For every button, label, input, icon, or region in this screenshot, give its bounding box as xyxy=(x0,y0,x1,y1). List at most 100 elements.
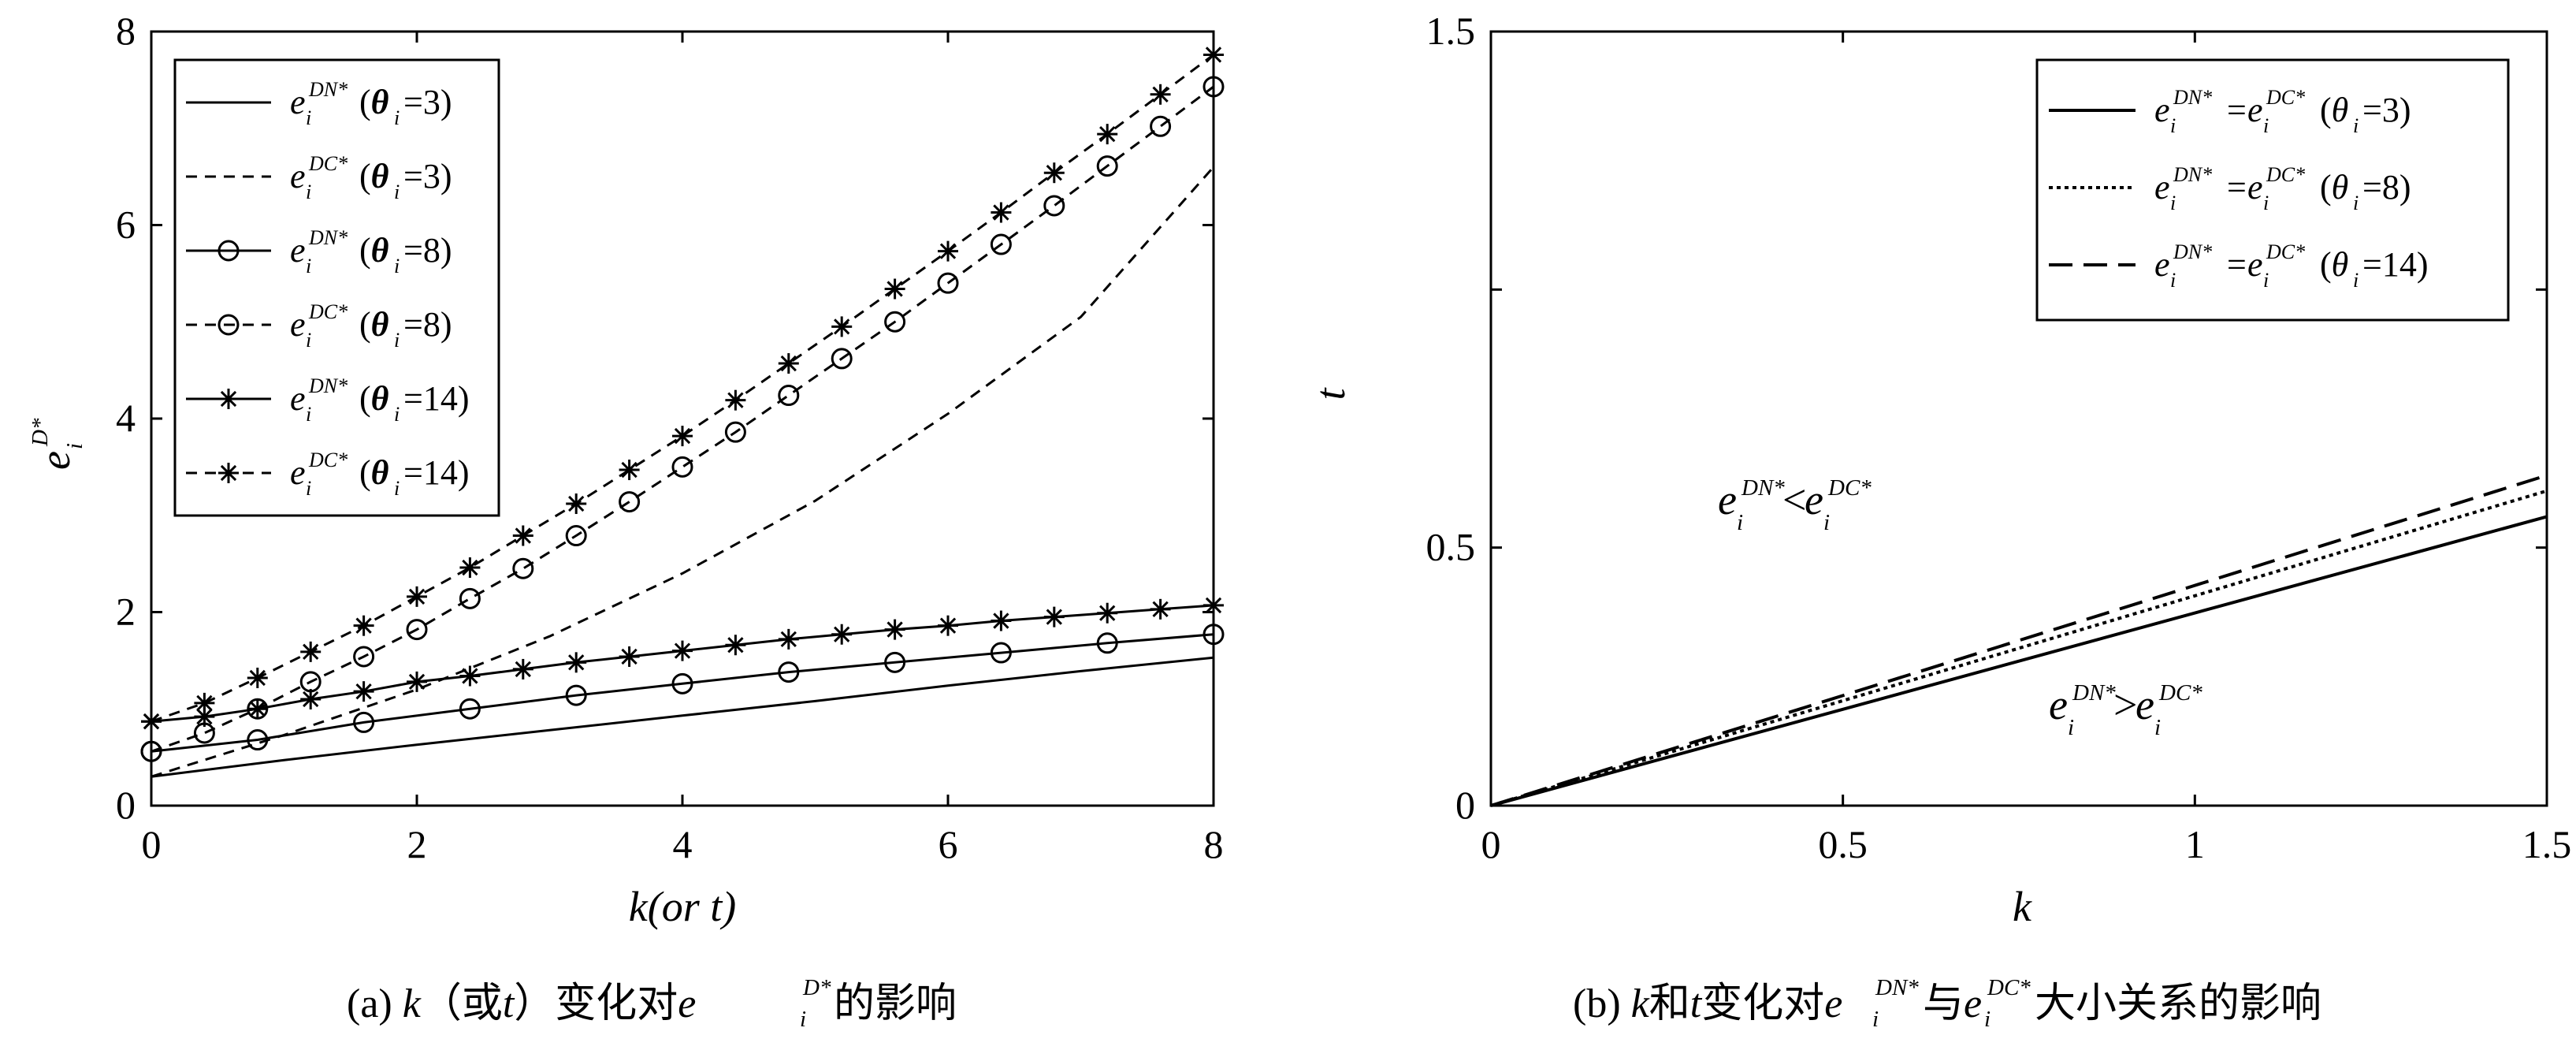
svg-text:(a) k（或t）变化对e: (a) k（或t）变化对e xyxy=(347,981,696,1026)
data-point-star xyxy=(619,646,640,667)
data-point-star xyxy=(1203,594,1224,616)
y-axis-label-a: e i D* xyxy=(28,418,87,470)
svg-text:(θ: (θ xyxy=(359,157,389,195)
svg-text:DC*: DC* xyxy=(308,449,348,471)
data-point-circle xyxy=(406,619,428,641)
series-line-6 xyxy=(151,54,1214,723)
legend-item: e iDC* (θ i =8) xyxy=(186,300,452,352)
region-label-upper: e i DN* < e i DC* xyxy=(1718,475,1872,535)
svg-text:DC*: DC* xyxy=(2266,240,2305,263)
svg-text:<: < xyxy=(1782,476,1806,523)
y-tick-label: 8 xyxy=(116,9,136,53)
svg-text:e: e xyxy=(290,453,306,492)
svg-text:i: i xyxy=(2353,269,2359,292)
data-point-circle xyxy=(1150,115,1172,137)
data-point-star xyxy=(300,641,322,662)
svg-text:i: i xyxy=(1737,510,1743,535)
svg-text:DC*: DC* xyxy=(308,152,348,175)
data-point-star xyxy=(884,619,905,640)
data-point-star xyxy=(247,698,268,720)
data-point-star xyxy=(407,586,427,607)
region-label-lower: e i DN* > e i DC* xyxy=(2049,680,2202,740)
data-point-star xyxy=(566,652,587,673)
data-point-circle xyxy=(778,385,800,407)
data-point-star xyxy=(566,493,587,515)
svg-text:DC*: DC* xyxy=(2266,163,2305,186)
data-point-circle xyxy=(884,651,906,673)
svg-text:i: i xyxy=(62,443,87,449)
svg-text:i: i xyxy=(306,181,311,203)
svg-text:DN*: DN* xyxy=(1741,475,1785,501)
svg-text:i: i xyxy=(2170,269,2176,292)
svg-text:DC*: DC* xyxy=(2266,86,2305,109)
svg-text:e: e xyxy=(290,83,306,121)
data-point-circle xyxy=(247,729,269,751)
data-point-circle xyxy=(512,557,534,579)
data-point-star xyxy=(1097,602,1118,624)
svg-text:e: e xyxy=(290,231,306,270)
data-point-star xyxy=(938,240,958,262)
y-tick-label: 4 xyxy=(116,396,136,440)
svg-text:=: = xyxy=(2227,245,2247,284)
svg-text:(θ: (θ xyxy=(2320,91,2348,129)
svg-text:e: e xyxy=(32,451,79,470)
x-tick-label: 1.5 xyxy=(2522,822,2572,866)
data-point-star xyxy=(1043,606,1065,627)
svg-text:(θ: (θ xyxy=(2320,245,2348,284)
svg-text:大小关系的影响: 大小关系的影响 xyxy=(2035,981,2321,1026)
svg-text:与e: 与e xyxy=(1923,981,1982,1026)
svg-text:i: i xyxy=(2263,269,2269,292)
data-point-star xyxy=(512,658,533,680)
svg-text:e: e xyxy=(2247,245,2263,284)
svg-text:(θ: (θ xyxy=(359,305,389,344)
svg-text:DN*: DN* xyxy=(2173,163,2212,186)
data-point-circle xyxy=(1203,624,1225,646)
data-point-circle xyxy=(884,311,906,333)
svg-text:i: i xyxy=(394,477,400,500)
data-point-star xyxy=(991,610,1012,631)
data-point-circle xyxy=(671,672,693,694)
panel-b: 0 0.5 1 1.5 0 0.5 1.5 t k e i DN* < e i DC* e … xyxy=(1307,9,2571,1032)
x-tick-label: 0 xyxy=(1481,822,1501,866)
data-point-circle xyxy=(565,525,587,547)
y-tick-label: 2 xyxy=(116,590,136,634)
y-tick-label: 0.5 xyxy=(1426,525,1476,569)
svg-text:i: i xyxy=(2068,715,2074,740)
data-point-circle xyxy=(565,684,587,706)
legend-item: e iDN* (θ i =3) xyxy=(186,78,452,129)
x-tick-label: 0.5 xyxy=(1818,822,1868,866)
data-point-star xyxy=(778,353,799,374)
svg-text:DC*: DC* xyxy=(308,300,348,323)
panel-a: 0 2 4 6 8 0 2 4 6 8 e i D* k(or t) (a) k（或t）变化对e … xyxy=(28,9,1225,1032)
svg-text:e: e xyxy=(2136,681,2154,728)
data-point-star xyxy=(1043,162,1065,184)
x-tick-label: 1 xyxy=(2185,822,2205,866)
svg-text:DC*: DC* xyxy=(1827,475,1872,501)
svg-text:(θ: (θ xyxy=(359,379,389,418)
data-point-star xyxy=(1203,44,1224,65)
svg-text:e: e xyxy=(2049,681,2068,728)
svg-text:DN*: DN* xyxy=(308,374,348,397)
svg-text:i: i xyxy=(394,329,400,352)
legend-item: e iDN* (θ i =14) xyxy=(186,374,469,426)
data-point-star xyxy=(1097,124,1118,145)
svg-text:DN*: DN* xyxy=(308,226,348,249)
y-tick-label: 6 xyxy=(116,203,136,247)
data-point-star xyxy=(247,667,268,688)
data-point-star xyxy=(300,688,322,709)
data-point-star xyxy=(459,557,481,579)
x-tick-label: 0 xyxy=(142,822,162,866)
svg-text:i: i xyxy=(306,106,311,129)
legend-item: e iDN* = e iDC* (θ i =8) xyxy=(2049,163,2411,214)
x-tick-label: 6 xyxy=(939,822,958,866)
svg-text:e: e xyxy=(1805,476,1823,523)
data-point-circle xyxy=(459,698,481,720)
svg-text:=3): =3) xyxy=(2362,91,2411,129)
svg-text:i: i xyxy=(394,106,400,129)
svg-text:(θ: (θ xyxy=(359,231,389,270)
svg-text:=14): =14) xyxy=(403,453,469,492)
svg-text:D*: D* xyxy=(802,975,831,1000)
series-line-2 xyxy=(1490,489,2548,807)
data-point-star xyxy=(1150,84,1171,105)
